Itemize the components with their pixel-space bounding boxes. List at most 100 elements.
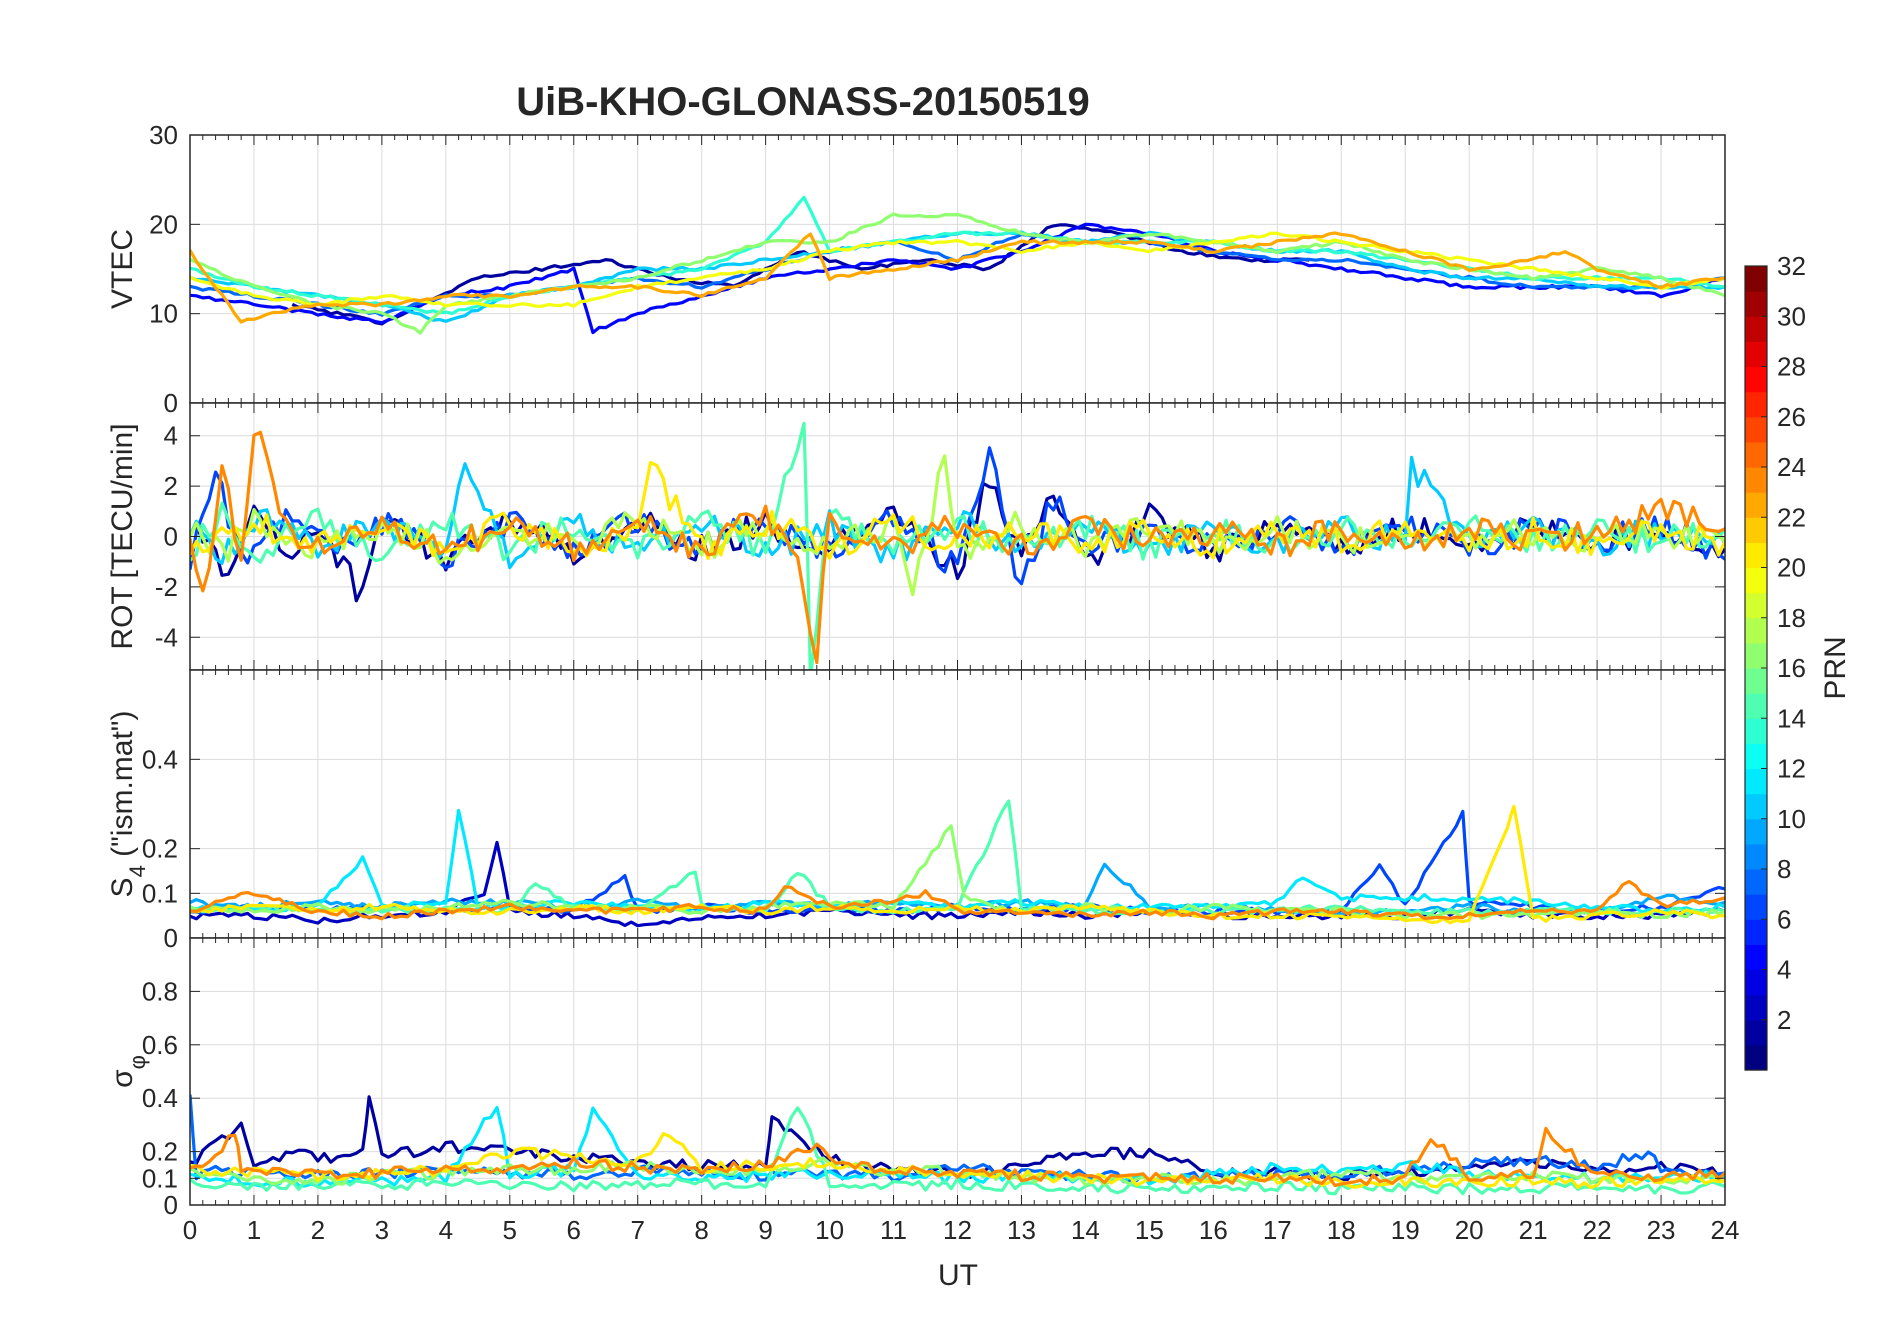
x-tick-label: 8 [694, 1215, 708, 1245]
x-tick-label: 4 [439, 1215, 453, 1245]
series-line-prn-15 [190, 1106, 1725, 1196]
y-tick-label: 0.4 [142, 744, 178, 774]
colorbar-swatch [1745, 592, 1767, 619]
colorbar-swatch [1745, 642, 1767, 669]
series-line-prn-24 [190, 1126, 1725, 1188]
colorbar-tick-label: 28 [1777, 352, 1806, 382]
y-axis-label-rot: ROT [TECU/min] [106, 423, 139, 649]
colorbar-swatch [1745, 391, 1767, 418]
x-tick-label: 9 [758, 1215, 772, 1245]
series-line-prn-24 [190, 879, 1725, 921]
colorbar-swatch [1745, 919, 1767, 945]
panel-s4-series [190, 799, 1725, 928]
colorbar-swatch [1745, 441, 1767, 468]
colorbar-tick-label: 4 [1777, 955, 1791, 985]
y-tick-label: -4 [155, 622, 178, 652]
y-tick-label: 0.6 [142, 1030, 178, 1060]
colorbar-swatch [1745, 894, 1767, 920]
y-tick-label: 20 [149, 209, 178, 239]
x-axis-label: UT [938, 1259, 978, 1292]
colorbar-swatch [1745, 668, 1767, 694]
colorbar-swatch [1745, 467, 1767, 493]
series-line-prn-14 [190, 195, 1725, 316]
y-tick-label: 10 [149, 299, 178, 329]
x-tick-label: 22 [1583, 1215, 1612, 1245]
y-tick-label: 0.8 [142, 976, 178, 1006]
series-line-prn-2 [291, 223, 1310, 326]
y-tick-label: 0.4 [142, 1083, 178, 1113]
colorbar-swatch [1745, 1044, 1767, 1071]
y-tick-label: 2 [164, 471, 178, 501]
x-tick-label: 0 [183, 1215, 197, 1245]
series-line-prn-23 [190, 231, 1725, 324]
series-line-prn-2 [190, 481, 1725, 603]
colorbar-tick-label: 20 [1777, 553, 1806, 583]
x-tick-label: 1 [247, 1215, 261, 1245]
x-tick-label: 12 [943, 1215, 972, 1245]
colorbar-swatch [1745, 517, 1767, 543]
x-tick-label: 15 [1135, 1215, 1164, 1245]
y-tick-label: 4 [164, 421, 178, 451]
colorbar-tick-label: 22 [1777, 502, 1806, 532]
x-tick-label: 10 [815, 1215, 844, 1245]
series-line-prn-7 [190, 446, 1725, 586]
series-line-prn-20 [190, 231, 1725, 308]
y-tick-label: 0 [164, 1190, 178, 1220]
y-tick-label: 30 [149, 120, 178, 150]
y-tick-label: 0.1 [142, 878, 178, 908]
x-tick-label: 2 [311, 1215, 325, 1245]
colorbar-tick-label: 18 [1777, 603, 1806, 633]
colorbar-swatch [1745, 768, 1767, 795]
x-tick-label: 23 [1647, 1215, 1676, 1245]
colorbar-tick-label: 24 [1777, 452, 1806, 482]
y-tick-label: 0 [164, 923, 178, 953]
x-tick-label: 24 [1711, 1215, 1740, 1245]
x-tick-label: 5 [503, 1215, 517, 1245]
colorbar-tick-label: 6 [1777, 904, 1791, 934]
x-tick-label: 11 [880, 1215, 907, 1245]
y-tick-label: 0.2 [142, 834, 178, 864]
x-tick-label: 13 [1007, 1215, 1036, 1245]
colorbar-swatch [1745, 994, 1767, 1021]
colorbar-tick-label: 2 [1777, 1005, 1791, 1035]
y-tick-label: 0 [164, 388, 178, 418]
series-line-prn-18 [190, 454, 1725, 597]
panel-rot: -4 -2 0 2 4 ROT [TECU/min] [106, 402, 1726, 671]
x-tick-label: 16 [1199, 1215, 1228, 1245]
series-line-prn-21 [190, 460, 1725, 561]
colorbar-tick-label: 26 [1777, 402, 1806, 432]
colorbar-swatch [1745, 718, 1767, 744]
colorbar-swatch [1745, 617, 1767, 644]
y-tick-label: 0 [164, 522, 178, 552]
colorbar-tick-label: 30 [1777, 301, 1806, 331]
x-tick-label: 20 [1455, 1215, 1484, 1245]
colorbar-swatch [1745, 944, 1767, 971]
x-tick-label: 21 [1519, 1215, 1548, 1245]
x-tick-label: 14 [1071, 1215, 1100, 1245]
y-tick-label: 0.2 [142, 1137, 178, 1167]
colorbar-swatch [1745, 693, 1767, 719]
colorbar-swatch [1745, 1019, 1767, 1046]
colorbar-tick-label: 10 [1777, 804, 1806, 834]
colorbar-label: PRN [1819, 636, 1852, 699]
colorbar-swatch [1745, 869, 1767, 895]
colorbar-swatch [1745, 818, 1767, 845]
panel-vtec-series [190, 195, 1725, 335]
x-tick-label: 17 [1263, 1215, 1292, 1245]
colorbar-tick-label: 12 [1777, 754, 1806, 784]
colorbar-swatch [1745, 969, 1767, 996]
colorbar-swatch [1745, 542, 1767, 569]
colorbar-swatch [1745, 316, 1767, 342]
y-axis-label-subscript: 4 [125, 865, 150, 877]
colorbar-tick-label: 32 [1777, 251, 1806, 281]
x-tick-label: 6 [567, 1215, 581, 1245]
panel-sigma-series [190, 1094, 1725, 1196]
colorbar-tick-label: 8 [1777, 854, 1791, 884]
y-tick-label: -2 [155, 572, 178, 602]
colorbar-swatch [1745, 341, 1767, 368]
series-line-prn-24 [190, 430, 1725, 665]
colorbar-swatch [1745, 793, 1767, 820]
